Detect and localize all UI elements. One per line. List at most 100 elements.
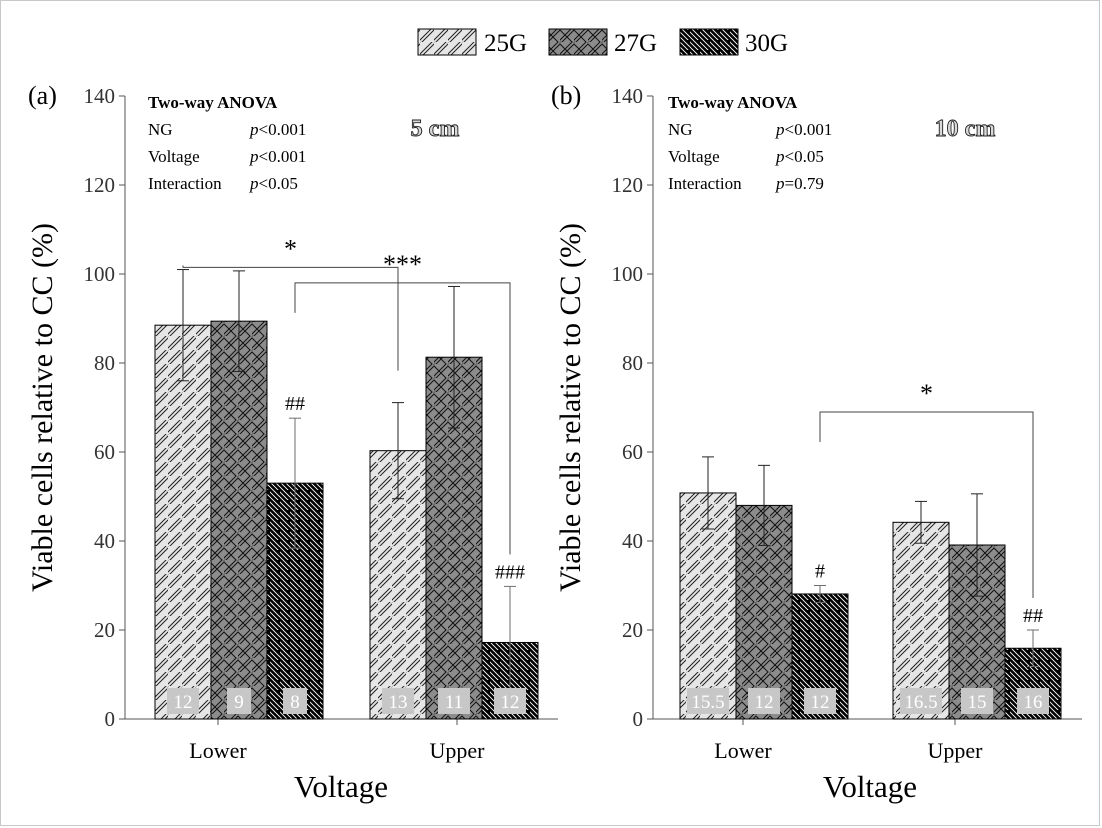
- comparison-label: ***: [383, 250, 422, 279]
- sample-count: 13: [389, 692, 408, 713]
- comparison-bracket: [294, 282, 511, 555]
- y-tick-label: 20: [94, 618, 115, 642]
- x-axis-title: Voltage: [294, 769, 388, 804]
- legend-item-27g: 27G: [548, 28, 657, 57]
- y-tick-label: 80: [94, 351, 115, 375]
- anova-p-value: p<0.001: [249, 120, 306, 139]
- y-tick-label: 140: [612, 84, 644, 108]
- sample-count-box: [1017, 688, 1049, 714]
- sample-count: 8: [290, 692, 300, 713]
- sample-count: 12: [811, 692, 830, 713]
- anova-factor: Voltage: [668, 147, 720, 166]
- panel-title: 10 cm: [935, 116, 996, 142]
- panel-title: 5 cm: [411, 116, 460, 142]
- anova-factor: NG: [668, 120, 693, 139]
- significance-mark: ##: [1023, 605, 1043, 627]
- anova-p-symbol: p: [249, 147, 259, 166]
- anova-factor: Voltage: [148, 147, 200, 166]
- legend-label-27g: 27G: [614, 30, 657, 57]
- anova-p-value: p=0.79: [775, 174, 824, 193]
- sample-count-box: [494, 688, 526, 714]
- anova-factor: Interaction: [148, 174, 222, 193]
- significance-mark: ###: [495, 561, 525, 583]
- comparison-bracket: [182, 265, 399, 371]
- bar-25g-lower: [154, 324, 212, 720]
- x-tick-label: Upper: [430, 738, 486, 763]
- sample-count: 15.5: [691, 692, 724, 713]
- y-tick-label: 20: [622, 618, 643, 642]
- anova-p-number: <0.05: [785, 147, 824, 166]
- bar-27g-lower: [210, 320, 268, 720]
- y-tick-label: 40: [622, 529, 643, 553]
- y-tick-label: 60: [94, 440, 115, 464]
- sample-count-box: [283, 688, 307, 714]
- anova-p-value: p<0.05: [775, 147, 824, 166]
- y-tick-label: 80: [622, 351, 643, 375]
- legend-label-25g: 25G: [484, 30, 527, 57]
- anova-p-number: <0.05: [259, 174, 298, 193]
- y-tick-label: 0: [633, 707, 644, 731]
- sample-count: 11: [445, 692, 463, 713]
- panel-label: (a): [28, 81, 57, 110]
- legend-swatch-27g: [548, 28, 608, 56]
- anova-heading: Two-way ANOVA: [668, 93, 798, 112]
- anova-factor: Interaction: [668, 174, 742, 193]
- comparison-label: *: [920, 379, 933, 408]
- panel-a: 0 20 40 60 80 100 120 140 Viable cells relative …: [26, 81, 558, 804]
- sample-count: 12: [755, 692, 774, 713]
- anova-p-number: <0.001: [259, 147, 307, 166]
- significance-mark: #: [815, 561, 825, 583]
- anova-p-value: p<0.001: [249, 147, 306, 166]
- anova-p-symbol: p: [249, 120, 259, 139]
- x-tick-label: Upper: [928, 738, 984, 763]
- legend-item-30g: 30G: [679, 28, 788, 57]
- y-tick-label: 120: [612, 173, 644, 197]
- sample-count: 16.5: [904, 692, 937, 713]
- sample-count: 12: [174, 692, 193, 713]
- anova-p-number: <0.001: [259, 120, 307, 139]
- anova-p-value: p<0.05: [249, 174, 298, 193]
- legend-label-30g: 30G: [745, 30, 788, 57]
- x-tick-label: Lower: [189, 738, 247, 763]
- sample-count: 16: [1024, 692, 1043, 713]
- panel-b: 0 20 40 60 80 100 120 140 Viable cells relative …: [551, 81, 1082, 804]
- legend-item-25g: 25G: [417, 28, 527, 57]
- significance-mark: ##: [285, 393, 305, 415]
- y-tick-label: 60: [622, 440, 643, 464]
- panel-label: (b): [551, 81, 581, 110]
- x-tick-label: Lower: [714, 738, 772, 763]
- x-axis-title: Voltage: [823, 769, 917, 804]
- sample-count: 15: [968, 692, 987, 713]
- legend: 25G 27G 30G: [417, 28, 788, 57]
- legend-swatch-30g: [679, 28, 739, 56]
- anova-p-symbol: p: [775, 147, 785, 166]
- y-tick-label: 40: [94, 529, 115, 553]
- comparison-label: *: [284, 234, 297, 263]
- bar-25g-upper: [892, 521, 950, 720]
- sample-count-box: [961, 688, 993, 714]
- y-tick-label: 100: [84, 262, 116, 286]
- y-tick-label: 140: [84, 84, 116, 108]
- sample-count-box: [167, 688, 199, 714]
- y-axis-title: Viable cells relative to CC (%): [26, 223, 59, 592]
- anova-p-value: p<0.001: [775, 120, 832, 139]
- anova-p-symbol: p: [775, 174, 785, 193]
- anova-p-number: =0.79: [785, 174, 824, 193]
- sample-count-box: [748, 688, 780, 714]
- y-axis-title: Viable cells relative to CC (%): [554, 223, 587, 592]
- y-tick-label: 120: [84, 173, 116, 197]
- sample-count-box: [227, 688, 251, 714]
- anova-p-symbol: p: [249, 174, 259, 193]
- sample-count-box: [900, 688, 942, 714]
- y-tick-label: 100: [612, 262, 644, 286]
- comparison-bracket: [819, 411, 1034, 598]
- sample-count-box: [804, 688, 836, 714]
- y-tick-label: 0: [105, 707, 116, 731]
- sample-count-box: [687, 688, 729, 714]
- anova-p-number: <0.001: [785, 120, 833, 139]
- anova-factor: NG: [148, 120, 173, 139]
- sample-count-box: [382, 688, 414, 714]
- anova-p-symbol: p: [775, 120, 785, 139]
- sample-count-box: [438, 688, 470, 714]
